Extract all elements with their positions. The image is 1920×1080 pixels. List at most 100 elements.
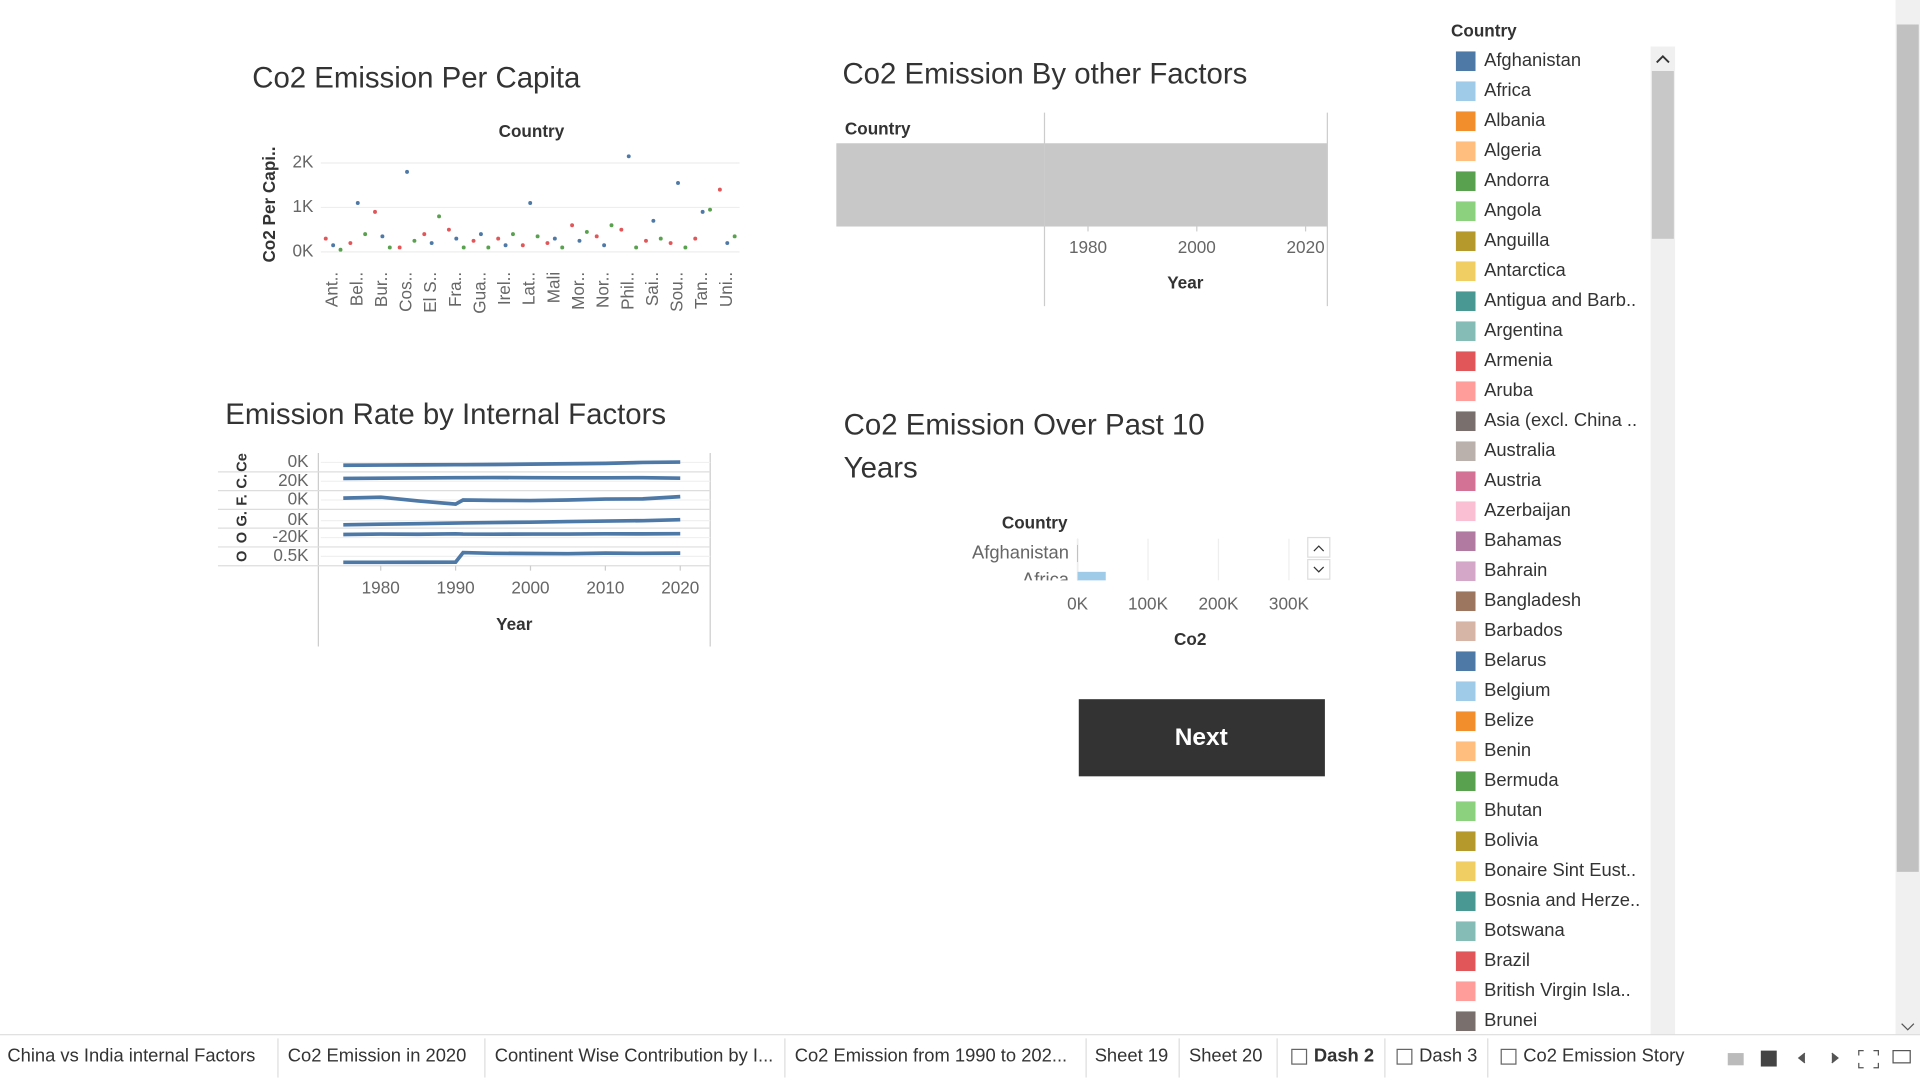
- scroll-down[interactable]: [1901, 1023, 1915, 1031]
- legend-swatch[interactable]: [1455, 471, 1476, 492]
- legend-swatch[interactable]: [1455, 741, 1476, 762]
- legend-swatch[interactable]: [1455, 321, 1476, 342]
- legend-swatch[interactable]: [1455, 441, 1476, 462]
- legend-swatch[interactable]: [1455, 201, 1476, 222]
- scatter-point: [708, 207, 712, 212]
- scroll-down[interactable]: [1313, 566, 1325, 573]
- legend-swatch[interactable]: [1455, 891, 1476, 912]
- icon-next[interactable]: [1831, 1052, 1839, 1064]
- legend-swatch[interactable]: [1455, 861, 1476, 882]
- legend-scroll-thumb[interactable]: [1651, 71, 1674, 239]
- legend-label[interactable]: Belarus: [1484, 649, 1546, 670]
- legend-label[interactable]: Aruba: [1484, 379, 1534, 400]
- legend-swatch[interactable]: [1455, 171, 1476, 192]
- tab[interactable]: Continent Wise Contribution by I...: [495, 1045, 774, 1066]
- legend-scroll-up[interactable]: [1656, 55, 1670, 64]
- icon-prev[interactable]: [1797, 1052, 1806, 1064]
- legend-swatch[interactable]: [1455, 801, 1476, 822]
- legend-label[interactable]: Algeria: [1484, 139, 1542, 160]
- tab[interactable]: China vs India internal Factors: [7, 1045, 255, 1066]
- legend-label[interactable]: Bahrain: [1484, 559, 1547, 580]
- legend-swatch[interactable]: [1455, 81, 1476, 102]
- legend-swatch[interactable]: [1455, 141, 1476, 162]
- legend-swatch[interactable]: [1455, 1011, 1476, 1032]
- legend-label[interactable]: Botswana: [1484, 919, 1565, 940]
- scatter-point: [511, 232, 515, 237]
- icon-filmstrip[interactable]: [1760, 1050, 1777, 1067]
- legend-label[interactable]: Barbados: [1484, 619, 1563, 640]
- legend-swatch[interactable]: [1455, 711, 1476, 732]
- legend-label[interactable]: Antarctica: [1484, 259, 1566, 280]
- legend-label[interactable]: Austria: [1484, 469, 1542, 490]
- legend-swatch[interactable]: [1455, 381, 1476, 402]
- legend-swatch[interactable]: [1455, 831, 1476, 852]
- legend-swatch[interactable]: [1455, 981, 1476, 1002]
- tab[interactable]: Dash 3: [1419, 1045, 1477, 1066]
- scatter-point: [717, 187, 722, 192]
- legend-swatch[interactable]: [1455, 411, 1476, 432]
- legend-label[interactable]: Afghanistan: [1484, 49, 1581, 70]
- tab[interactable]: Co2 Emission in 2020: [288, 1045, 467, 1066]
- legend-label[interactable]: Africa: [1484, 79, 1532, 100]
- legend-label[interactable]: Australia: [1484, 439, 1556, 460]
- legend-swatch[interactable]: [1455, 531, 1476, 552]
- legend-swatch[interactable]: [1455, 261, 1476, 282]
- legend-swatch[interactable]: [1455, 951, 1476, 972]
- tab[interactable]: Co2 Emission from 1990 to 202...: [795, 1045, 1067, 1066]
- tab-icon: [1396, 1048, 1413, 1065]
- legend-label[interactable]: Argentina: [1484, 319, 1563, 340]
- tab[interactable]: Sheet 20: [1189, 1045, 1263, 1066]
- legend-label[interactable]: Brunei: [1484, 1009, 1537, 1030]
- legend-label[interactable]: Asia (excl. China ..: [1484, 409, 1637, 430]
- legend-label[interactable]: Brazil: [1484, 949, 1530, 970]
- legend-label[interactable]: British Virgin Isla..: [1484, 979, 1631, 1000]
- legend-swatch[interactable]: [1455, 621, 1476, 642]
- legend-label[interactable]: Belgium: [1484, 679, 1550, 700]
- legend-label[interactable]: Bhutan: [1484, 799, 1542, 820]
- legend-label[interactable]: Bonaire Sint Eust..: [1484, 859, 1636, 880]
- legend-label[interactable]: Bermuda: [1484, 769, 1559, 790]
- tab[interactable]: Co2 Emission Story: [1523, 1045, 1685, 1066]
- scroll-button[interactable]: [1307, 558, 1331, 580]
- next-button-label[interactable]: Next: [1175, 724, 1228, 751]
- icon-present[interactable]: [1892, 1050, 1911, 1064]
- legend-swatch[interactable]: [1455, 681, 1476, 702]
- row-label: O: [234, 532, 250, 543]
- legend-swatch[interactable]: [1455, 591, 1476, 612]
- legend-label[interactable]: Bangladesh: [1484, 589, 1581, 610]
- scatter-point: [323, 236, 328, 241]
- scroll-up[interactable]: [1313, 545, 1325, 552]
- legend-label[interactable]: Anguilla: [1484, 229, 1550, 250]
- scatter-point: [331, 243, 336, 248]
- x-tick-label: Bel..: [346, 272, 366, 306]
- icon-sheet[interactable]: [1727, 1053, 1744, 1066]
- legend-label[interactable]: Andorra: [1484, 169, 1550, 190]
- legend-swatch[interactable]: [1455, 501, 1476, 522]
- legend-swatch[interactable]: [1455, 231, 1476, 252]
- tab[interactable]: Sheet 19: [1095, 1045, 1169, 1066]
- page-scroll-thumb[interactable]: [1896, 24, 1919, 872]
- next-button[interactable]: [1078, 699, 1325, 777]
- legend-label[interactable]: Armenia: [1484, 349, 1553, 370]
- legend-label[interactable]: Angola: [1484, 199, 1542, 220]
- legend-label[interactable]: Antigua and Barb..: [1484, 289, 1636, 310]
- legend-label[interactable]: Bahamas: [1484, 529, 1562, 550]
- legend-label[interactable]: Benin: [1484, 739, 1531, 760]
- legend-swatch[interactable]: [1455, 561, 1476, 582]
- legend-swatch[interactable]: [1455, 111, 1476, 132]
- legend-label[interactable]: Bolivia: [1484, 829, 1539, 850]
- legend-label[interactable]: Albania: [1484, 109, 1546, 130]
- legend-swatch[interactable]: [1455, 51, 1476, 72]
- icon-fullscreen[interactable]: [1858, 1050, 1879, 1069]
- legend-swatch[interactable]: [1455, 651, 1476, 672]
- legend-swatch[interactable]: [1455, 921, 1476, 942]
- scatter-point: [594, 234, 599, 239]
- legend-label[interactable]: Azerbaijan: [1484, 499, 1571, 520]
- legend-label[interactable]: Bosnia and Herze..: [1484, 889, 1640, 910]
- legend-swatch[interactable]: [1455, 291, 1476, 312]
- legend-swatch[interactable]: [1455, 351, 1476, 372]
- legend-swatch[interactable]: [1455, 771, 1476, 792]
- scroll-button[interactable]: [1307, 536, 1331, 558]
- tab[interactable]: Dash 2: [1314, 1045, 1374, 1066]
- legend-label[interactable]: Belize: [1484, 709, 1534, 730]
